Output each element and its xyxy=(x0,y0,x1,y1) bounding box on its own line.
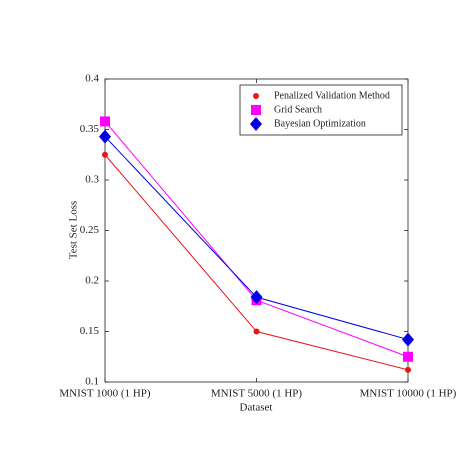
legend-marker xyxy=(250,117,262,131)
data-point xyxy=(99,129,111,144)
series-line xyxy=(104,136,409,341)
y-tick-label: 0.35 xyxy=(80,123,100,135)
legend-box xyxy=(239,84,403,136)
data-point xyxy=(403,351,413,362)
data-point xyxy=(250,290,263,305)
data-point xyxy=(100,116,110,127)
y-axis-label: Test Set Loss xyxy=(68,201,80,260)
legend-label: Penalized Validation Method xyxy=(274,90,390,101)
legend-marker xyxy=(253,93,259,99)
legend-label: Bayesian Optimization xyxy=(274,118,366,129)
y-tick-label: 0.25 xyxy=(80,224,100,236)
series-line xyxy=(104,121,409,358)
y-tick-label: 0.4 xyxy=(85,73,99,85)
data-point xyxy=(402,332,414,347)
series-line xyxy=(104,154,409,371)
x-tick-label: MNIST 5000 (1 HP) xyxy=(211,388,303,400)
y-tick-label: 0.15 xyxy=(80,325,100,337)
legend-label: Grid Search xyxy=(274,104,322,115)
data-point xyxy=(405,366,411,373)
data-point xyxy=(253,328,260,335)
y-tick-label: 0.1 xyxy=(85,376,99,388)
legend-marker xyxy=(251,105,261,115)
data-point xyxy=(102,151,108,158)
y-tick-label: 0.2 xyxy=(85,275,99,287)
x-tick-label: MNIST 1000 (1 HP) xyxy=(59,388,151,400)
y-tick-label: 0.3 xyxy=(85,174,99,186)
x-axis-label: Dataset xyxy=(240,402,273,414)
x-tick-label: MNIST 10000 (1 HP) xyxy=(360,388,457,400)
